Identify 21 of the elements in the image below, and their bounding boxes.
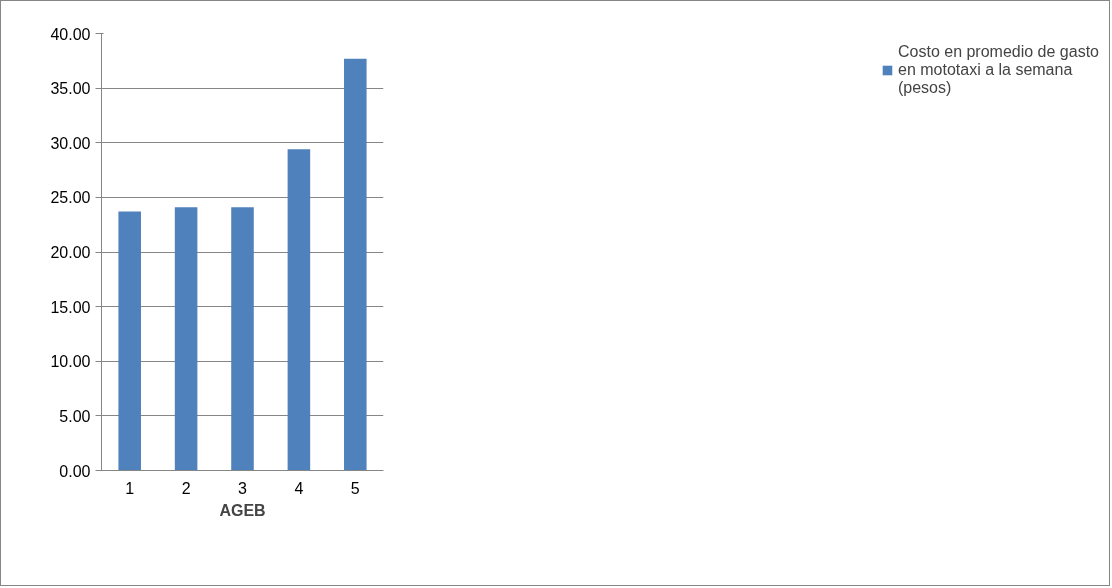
y-tick-label: 35.00 (50, 80, 91, 98)
y-tick-label: 30.00 (50, 134, 91, 152)
x-tick-label: 1 (125, 479, 135, 497)
bar (174, 207, 198, 471)
x-tick-label: 4 (294, 479, 304, 497)
legend-label: Costo en promedio de gasto en mototaxi a la semana (pesos) (897, 43, 1099, 97)
bar (287, 149, 311, 471)
y-tick-label: 15.00 (50, 298, 91, 316)
bar (231, 207, 254, 471)
y-tick-label: 10.00 (50, 353, 91, 371)
y-tick-label: 40.00 (50, 25, 91, 43)
bar (344, 58, 367, 471)
x-tick-label: 5 (350, 479, 360, 497)
x-tick-label: 2 (181, 479, 191, 497)
x-tick-label: 3 (238, 479, 248, 497)
x-axis-title: AGEB (219, 501, 266, 519)
bar (118, 211, 141, 471)
y-tick-label: 25.00 (50, 189, 91, 207)
y-tick-label: 0.00 (59, 462, 91, 480)
y-tick-label: 5.00 (59, 407, 91, 425)
y-tick-label: 20.00 (50, 244, 91, 261)
